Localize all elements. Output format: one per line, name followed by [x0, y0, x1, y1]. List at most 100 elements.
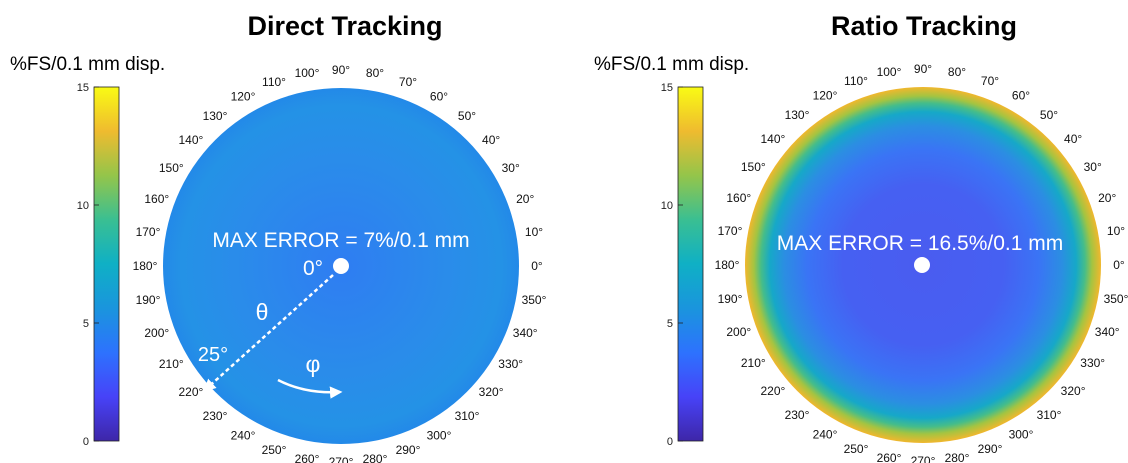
angle-tick-label: 190° [136, 293, 161, 307]
theta-center-label: 0° [303, 257, 323, 280]
colorbar-ticks: 0 5 10 15 [661, 82, 683, 448]
angle-tick-label: 60° [1012, 88, 1030, 102]
angle-tick-label: 20° [516, 192, 534, 206]
angle-tick-label: 290° [978, 442, 1003, 456]
angle-tick-label: 160° [144, 192, 169, 206]
colorbar-tick-label: 5 [667, 318, 673, 330]
angle-tick-label: 100° [877, 65, 902, 79]
angle-tick-label: 220° [178, 385, 203, 399]
angle-tick-label: 110° [844, 74, 868, 88]
angle-tick-label: 310° [455, 409, 480, 423]
angle-tick-label: 150° [159, 161, 184, 175]
angle-tick-label: 170° [718, 224, 743, 238]
angle-tick-label: 160° [726, 191, 751, 205]
angle-tick-label: 90° [914, 62, 932, 76]
theta-symbol: θ [256, 299, 269, 325]
angle-tick-label: 100° [295, 66, 320, 80]
colorbar-tick-label: 10 [661, 200, 673, 212]
chart-title: Direct Tracking [247, 11, 442, 41]
theta-arrow [203, 274, 334, 392]
angle-tick-label: 130° [785, 108, 810, 122]
angle-tick-label: 40° [482, 133, 500, 147]
colorbar-tick-label: 10 [77, 200, 89, 212]
angle-tick-label: 320° [479, 385, 504, 399]
angle-tick-label: 350° [522, 293, 547, 307]
colorbar-tick-label: 0 [667, 436, 673, 448]
angle-tick-label: 50° [458, 109, 476, 123]
angle-tick-labels: 0° 10° 20° 30°40° 50° 60° 70° 80° 90° 100° 110° 120… [715, 62, 1128, 463]
angle-tick-label: 0° [531, 259, 543, 273]
phi-arrow [277, 378, 343, 399]
angle-tick-label: 220° [760, 384, 785, 398]
angle-tick-label: 280° [945, 451, 970, 463]
angle-tick-label: 230° [785, 408, 810, 422]
angle-tick-label: 310° [1037, 408, 1062, 422]
angle-tick-label: 270° [329, 455, 354, 463]
angle-tick-label: 150° [741, 160, 766, 174]
colorbar-tick-label: 15 [661, 82, 673, 94]
angle-tick-label: 110° [262, 75, 286, 89]
angle-tick-label: 70° [399, 75, 417, 89]
angle-tick-label: 180° [133, 259, 158, 273]
angle-tick-label: 190° [718, 292, 743, 306]
angle-tick-label: 50° [1040, 108, 1058, 122]
angle-tick-label: 40° [1064, 132, 1082, 146]
colorbar-label: %FS/0.1 mm disp. [10, 54, 165, 75]
angle-tick-label: 330° [498, 357, 523, 371]
angle-tick-label: 170° [136, 225, 161, 239]
angle-tick-label: 270° [911, 454, 936, 463]
angle-tick-label: 0° [1113, 258, 1125, 272]
angle-tick-label: 140° [760, 132, 785, 146]
angle-tick-label: 200° [726, 325, 751, 339]
angle-tick-label: 340° [1095, 325, 1120, 339]
angle-tick-label: 320° [1061, 384, 1086, 398]
angle-tick-label: 30° [1084, 160, 1102, 174]
angle-tick-label: 90° [332, 63, 350, 77]
angle-tick-label: 250° [262, 443, 287, 457]
theta-edge-label: 25° [198, 344, 228, 366]
angle-tick-label: 120° [231, 89, 256, 103]
angle-tick-label: 300° [1009, 428, 1034, 442]
angle-tick-label: 70° [981, 74, 999, 88]
angle-tick-label: 240° [813, 428, 838, 442]
colorbar-tick-label: 15 [77, 82, 89, 94]
angle-tick-label: 250° [844, 442, 869, 456]
angle-tick-label: 330° [1080, 356, 1105, 370]
colorbar [677, 86, 704, 442]
angle-tick-label: 240° [231, 429, 256, 443]
angle-tick-labels: 0° 10° 20° 30°40° 50° 60° 70° 80° 90° 100° 110° 120… [133, 63, 547, 463]
phi-symbol: φ [306, 351, 321, 377]
angle-tick-label: 350° [1104, 292, 1128, 306]
angle-tick-label: 200° [144, 326, 169, 340]
panel-ratio-tracking: Ratio Tracking %FS/0.1 mm disp. 0 5 10 15 0… [594, 11, 1128, 463]
angle-tick-label: 210° [159, 357, 184, 371]
center-marker [914, 257, 930, 273]
angle-tick-label: 230° [203, 409, 228, 423]
colorbar-label: %FS/0.1 mm disp. [594, 54, 749, 75]
angle-tick-label: 340° [513, 326, 538, 340]
angle-tick-label: 290° [396, 443, 421, 457]
angle-tick-label: 30° [502, 161, 520, 175]
angle-tick-label: 10° [1107, 224, 1125, 238]
angle-tick-label: 60° [430, 89, 448, 103]
angle-tick-label: 80° [948, 65, 966, 79]
annotation-max-error: MAX ERROR = 16.5%/0.1 mm [777, 232, 1064, 255]
angle-tick-label: 140° [178, 133, 203, 147]
angle-tick-label: 120° [813, 88, 838, 102]
angle-tick-label: 20° [1098, 191, 1116, 205]
angle-tick-label: 300° [427, 429, 452, 443]
panel-direct-tracking: Direct Tracking %FS/0.1 mm disp. 051015 … [10, 11, 547, 463]
annotation-max-error: MAX ERROR = 7%/0.1 mm [212, 229, 469, 252]
angle-tick-label: 180° [715, 258, 740, 272]
colorbar-ticks: 0 5 10 15 [77, 82, 99, 448]
angle-tick-label: 210° [741, 356, 766, 370]
angle-tick-label: 130° [203, 109, 228, 123]
angle-tick-label: 10° [525, 225, 543, 239]
angle-tick-label: 280° [363, 452, 388, 463]
angle-tick-label: 260° [877, 451, 902, 463]
angle-tick-label: 80° [366, 66, 384, 80]
colorbar-tick-label: 0 [83, 436, 89, 448]
colorbar [93, 86, 120, 442]
center-marker [333, 258, 349, 274]
